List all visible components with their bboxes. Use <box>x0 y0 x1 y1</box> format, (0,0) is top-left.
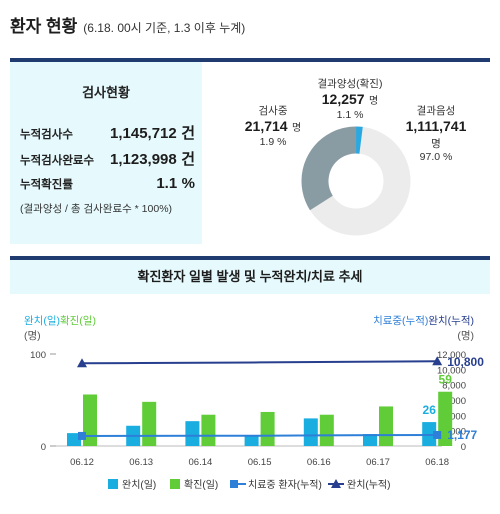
trend-chart-panel: 확진환자 일별 발생 및 누적완치/치료 추세 완치(일)확진(일) (명) 치료중… <box>10 256 490 514</box>
bar-confirmed-06.12 <box>83 394 97 446</box>
negative-name: 결과음성 <box>416 105 456 117</box>
bar-recovered-06.15 <box>244 435 259 446</box>
legend-item-1: 확진(일) <box>170 479 218 491</box>
label-confirmed-last: 59 <box>439 373 453 387</box>
stat-unit: % <box>181 175 195 192</box>
legend-label: 확진(일) <box>184 479 218 491</box>
test-result-donut <box>301 126 411 236</box>
donut-label-testing: 검사중 21,714 명 1.9 % <box>238 103 308 148</box>
stat-label: 누적검사수 <box>20 129 73 141</box>
stat-unit: 건 <box>181 151 195 168</box>
left-tick-label: 100 <box>30 350 46 361</box>
left-axis-title-recovered: 완치(일) <box>24 314 60 327</box>
bar-confirmed-06.16 <box>319 414 334 446</box>
right-axis-title-cumulative: 완치(누적) <box>428 314 474 327</box>
testing-value: 21,714 <box>244 118 288 134</box>
treating-point <box>78 431 86 440</box>
x-tick-label: 06.15 <box>248 457 272 468</box>
label-cumulative-last: 10,800 <box>447 355 484 369</box>
treating-line <box>81 433 438 437</box>
trend-chart-title: 확진환자 일별 발생 및 누적완치/치료 추세 <box>10 260 490 294</box>
stat-value: 1,145,712 <box>110 125 177 142</box>
stat-label: 누적검사완료수 <box>20 155 95 167</box>
stat-row-completed-tests: 누적검사완료수 1,123,998 건 <box>20 148 195 169</box>
left-axis-title-confirmed: 확진(일) <box>60 314 96 327</box>
stat-value: 1,123,998 <box>110 151 177 168</box>
bar-recovered-06.14 <box>185 421 200 446</box>
x-tick-label: 06.14 <box>189 457 213 468</box>
page-title: 환자 현황 <box>10 17 78 36</box>
legend-swatch <box>170 479 180 489</box>
right-axis-title: 치료중(누적)완치(누적) <box>373 314 474 327</box>
positive-pct: 1.1 % <box>336 109 364 121</box>
stat-value: 1.1 <box>156 175 178 192</box>
x-tick-label: 06.16 <box>307 457 331 468</box>
testing-pct: 1.9 % <box>259 136 287 148</box>
stat-unit: 건 <box>181 125 195 142</box>
page-subtitle: (6.18. 00시 기준, 1.3 이후 누계) <box>83 21 246 35</box>
legend-label: 완치(일) <box>122 479 156 491</box>
left-axis-unit: (명) <box>24 330 41 342</box>
bar-confirmed-06.18 <box>438 391 453 446</box>
right-tick-label: 6,000 <box>442 396 466 407</box>
label-recovered-last: 26 <box>423 403 437 417</box>
left-axis-title: 완치(일)확진(일) <box>24 314 96 327</box>
right-tick-label: 8,000 <box>442 381 466 392</box>
cumulative-line <box>81 360 438 365</box>
bar-confirmed-06.13 <box>142 401 157 446</box>
bar-confirmed-06.17 <box>379 406 393 446</box>
legend-label: 치료중 환자(누적) <box>248 479 322 491</box>
donut-slice-testing <box>301 126 411 236</box>
positive-rate-note: (결과양성 / 총 검사완료수 * 100%) <box>20 203 173 215</box>
positive-unit: 명 <box>369 96 379 107</box>
bar-confirmed-06.15 <box>260 411 275 446</box>
legend-item-2: 치료중 환자(누적) <box>230 479 322 491</box>
treating-point <box>433 430 442 439</box>
trend-chart: 완치(일)확진(일)(명)치료중(누적)완치(누적)(명)100012,0001… <box>24 314 484 491</box>
negative-value: 1,111,741 <box>405 118 467 134</box>
bar-recovered-06.12 <box>67 433 81 446</box>
test-summary-title: 검사현황 <box>82 85 130 100</box>
x-tick-label: 06.18 <box>425 457 449 468</box>
testing-name: 검사중 <box>258 105 288 117</box>
donut-label-negative: 결과음성 1,111,741 명 97.0 % <box>388 103 484 163</box>
bar-confirmed-06.14 <box>201 414 216 446</box>
testing-unit: 명 <box>292 123 302 134</box>
positive-value: 12,257 <box>321 91 365 107</box>
right-axis-unit: (명) <box>457 330 474 342</box>
legend-swatch <box>230 480 238 488</box>
right-axis-title-treating: 치료중(누적) <box>373 315 428 327</box>
stat-row-positive-rate: 누적확진률 1.1 % <box>20 175 195 193</box>
positive-name: 결과양성(확진) <box>317 78 383 90</box>
right-tick-label: 4,000 <box>442 411 466 422</box>
x-tick-label: 06.12 <box>70 457 94 468</box>
label-treating-last: 1,177 <box>447 428 477 442</box>
right-tick-label: 10,000 <box>437 365 466 376</box>
bar-recovered-06.17 <box>363 434 377 446</box>
donut-area: 결과양성(확진) 12,257 명 1.1 % 검사중 21,714 명 1.9… <box>202 62 490 244</box>
legend-item-3: 완치(누적) <box>328 479 390 491</box>
stat-label: 누적확진률 <box>20 179 73 191</box>
left-tick-label: 0 <box>41 442 46 453</box>
right-tick-label: 0 <box>461 442 466 453</box>
right-tick-label: 12,000 <box>437 350 466 361</box>
donut-label-positive: 결과양성(확진) 12,257 명 1.1 % <box>310 76 390 121</box>
x-tick-label: 06.13 <box>129 457 153 468</box>
bar-recovered-06.16 <box>303 418 318 446</box>
negative-unit: 명 <box>431 138 441 150</box>
page-header: 환자 현황 (6.18. 00시 기준, 1.3 이후 누계) <box>10 12 245 36</box>
legend-swatch <box>331 479 341 488</box>
legend-label: 완치(누적) <box>347 479 390 491</box>
cumulative-point <box>77 358 87 368</box>
legend-swatch <box>108 479 118 489</box>
x-tick-label: 06.17 <box>366 457 390 468</box>
right-tick-label: 2,000 <box>442 427 466 438</box>
negative-pct: 97.0 % <box>419 151 453 163</box>
test-summary-box: 검사현황 누적검사수 1,145,712 건 누적검사완료수 1,123,998… <box>10 62 202 244</box>
legend-item-0: 완치(일) <box>108 479 156 491</box>
stat-row-total-tests: 누적검사수 1,145,712 건 <box>20 122 195 143</box>
test-status-panel: 검사현황 누적검사수 1,145,712 건 누적검사완료수 1,123,998… <box>10 58 490 244</box>
cumulative-point <box>432 356 443 366</box>
